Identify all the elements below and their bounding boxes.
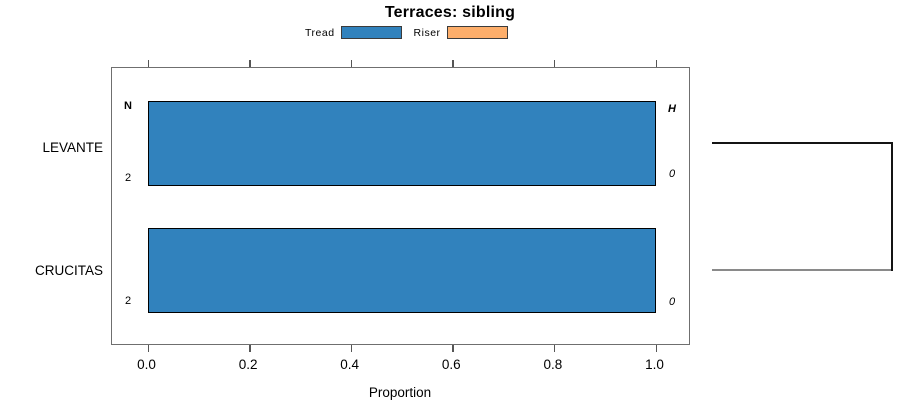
x-tick-label: 0.8 xyxy=(543,357,563,372)
x-tick-label: 0.2 xyxy=(238,357,258,372)
plot-area xyxy=(111,60,690,352)
y-label-crucitas: CRUCITAS xyxy=(34,263,103,278)
x-tick xyxy=(249,345,251,352)
x-tick xyxy=(147,345,149,352)
annotation-n-value-crucitas: 2 xyxy=(124,295,132,307)
annotation-h-header: H xyxy=(668,103,676,115)
legend-label-riser: Riser xyxy=(413,26,441,39)
legend-item-riser: Riser xyxy=(414,26,508,39)
x-tick xyxy=(452,345,454,352)
x-tick-label: 0.0 xyxy=(137,357,156,372)
annotation-h-value-crucitas: 0 xyxy=(668,296,676,308)
x-tick-label: 0.6 xyxy=(441,357,461,372)
x-tick xyxy=(350,60,353,67)
legend: Tread Riser xyxy=(305,26,508,39)
x-tick xyxy=(350,345,353,352)
x-tick xyxy=(452,60,454,67)
x-tick xyxy=(249,60,251,67)
chart-title: Terraces: sibling xyxy=(384,4,516,21)
x-tick xyxy=(655,60,657,67)
annotation-n-value-levante: 2 xyxy=(124,172,132,184)
legend-label-tread: Tread xyxy=(305,26,335,39)
x-tick xyxy=(553,345,556,352)
y-label-levante: LEVANTE xyxy=(42,140,103,155)
x-tick xyxy=(553,60,556,67)
legend-swatch-riser xyxy=(446,26,508,39)
x-axis-title: Proportion xyxy=(368,385,432,400)
annotation-n-header: N xyxy=(124,100,132,112)
legend-swatch-tread xyxy=(340,26,402,39)
x-tick xyxy=(147,60,149,67)
bar-crucitas-tread xyxy=(147,228,656,313)
bar-levante-tread xyxy=(147,101,656,186)
x-tick-label: 1.0 xyxy=(645,357,664,372)
annotation-h-value-levante: 0 xyxy=(668,168,676,180)
legend-item-tread: Tread xyxy=(305,26,402,39)
dendrogram-branch-bottom xyxy=(712,269,893,271)
dendrogram-branch-join xyxy=(891,142,893,271)
x-tick-label: 0.4 xyxy=(340,357,360,372)
x-tick xyxy=(655,345,657,352)
dendrogram-branch-top xyxy=(712,142,893,144)
